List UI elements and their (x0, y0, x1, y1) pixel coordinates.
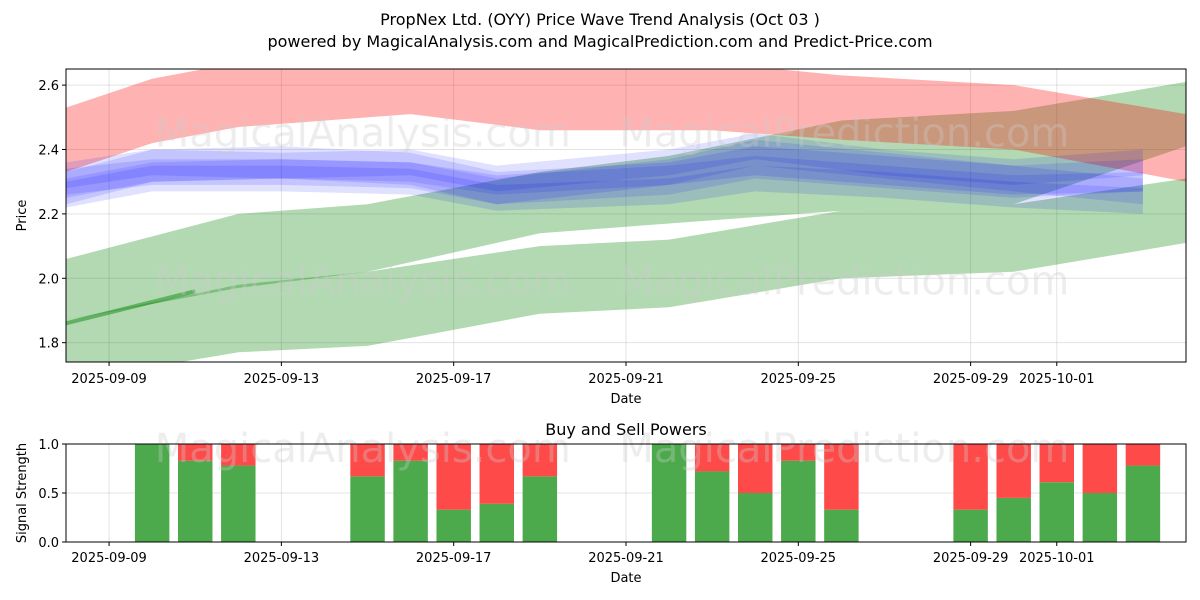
blue-wave-band (66, 133, 1143, 192)
sell-power-bar (1082, 444, 1118, 493)
signal-x-tick-label: 2025-09-21 (588, 551, 664, 566)
watermark-left: MagicalAnalysis.com (155, 258, 571, 304)
signal-chart-panel: Buy and Sell Powers MagicalAnalysis.com … (15, 420, 1187, 586)
sell-power-bar (350, 444, 385, 477)
signal-x-label: Date (610, 571, 641, 586)
buy-power-bar (781, 460, 816, 542)
sell-power-bar (436, 444, 471, 510)
price-x-tick-label: 2025-09-09 (71, 372, 147, 387)
price-x-tick-label: 2025-09-25 (761, 372, 837, 387)
sell-power-bar (522, 444, 558, 477)
price-y-tick-label: 2.4 (38, 143, 59, 158)
signal-y-tick-label: 0.0 (38, 536, 59, 551)
figure-title: PropNex Ltd. (OYY) Price Wave Trend Anal… (380, 10, 820, 29)
sell-power-bar (953, 444, 988, 510)
sell-power-bar (1039, 444, 1074, 483)
buy-power-bar (522, 476, 558, 542)
sell-power-bar (996, 444, 1031, 498)
signal-y-label: Signal Strength (15, 443, 30, 543)
price-y-tick-label: 2.6 (38, 79, 59, 94)
buy-power-bar (350, 476, 385, 542)
signal-y-tick-label: 1.0 (38, 438, 59, 453)
sell-power-bar (694, 444, 730, 472)
red-wave-band (66, 69, 1186, 182)
price-x-label: Date (610, 392, 641, 407)
buy-power-bar (1082, 493, 1118, 542)
green-wave-band (66, 81, 1186, 321)
price-y-tick-label: 2.2 (38, 208, 59, 223)
price-bands (66, 69, 1186, 362)
buy-power-bar (134, 444, 170, 542)
buy-power-bar (221, 465, 256, 542)
signal-x-tick-label: 2025-09-25 (761, 551, 837, 566)
buy-power-bar (1125, 465, 1161, 542)
sell-power-bar (738, 444, 773, 493)
watermark-left: MagicalAnalysis.com (155, 110, 571, 156)
signal-x-tick-label: 2025-09-29 (933, 551, 1009, 566)
signal-title: Buy and Sell Powers (545, 420, 707, 439)
sell-power-bar (221, 444, 256, 466)
sell-power-bar (393, 444, 428, 461)
price-chart-panel: MagicalAnalysis.com MagicalPrediction.co… (15, 68, 1187, 407)
sell-power-bar (479, 444, 514, 504)
buy-power-bar (953, 509, 988, 542)
signal-x-tick-label: 2025-10-01 (1019, 551, 1095, 566)
buy-power-bar (1039, 482, 1074, 542)
buy-power-bar (178, 460, 213, 542)
green-trend-line (66, 289, 196, 326)
buy-power-bar (651, 444, 687, 542)
signal-x-tick-label: 2025-09-17 (416, 551, 492, 566)
blue-wave-band (66, 155, 1143, 198)
signal-bars (134, 444, 1161, 542)
price-y-label: Price (15, 200, 30, 232)
signal-ticks: 2025-09-09 2025-09-13 2025-09-17 2025-09-21… (38, 438, 1094, 566)
buy-power-bar (393, 460, 428, 542)
blue-wave-band (66, 139, 1143, 205)
signal-x-tick-label: 2025-09-09 (71, 551, 147, 566)
sell-power-bar (178, 444, 213, 461)
price-watermarks: MagicalAnalysis.com MagicalPrediction.co… (155, 110, 1070, 304)
price-ticks: 2025-09-09 2025-09-13 2025-09-17 2025-09-21… (38, 79, 1094, 387)
signal-y-tick-label: 0.5 (38, 487, 59, 502)
price-x-tick-label: 2025-10-01 (1019, 372, 1095, 387)
buy-power-bar (824, 509, 859, 542)
price-y-tick-label: 2.0 (38, 272, 59, 287)
buy-power-bar (694, 471, 730, 542)
price-x-tick-label: 2025-09-17 (416, 372, 492, 387)
watermark-right: MagicalPrediction.com (619, 258, 1069, 304)
price-y-tick-label: 1.8 (38, 337, 59, 352)
price-grid (66, 69, 1186, 362)
sell-power-bar (1125, 444, 1161, 466)
buy-power-bar (996, 497, 1031, 542)
sell-power-bar (824, 444, 859, 510)
price-x-tick-label: 2025-09-29 (933, 372, 1009, 387)
figure-subtitle: powered by MagicalAnalysis.com and Magic… (267, 32, 932, 51)
watermark-left: MagicalAnalysis.com (155, 426, 571, 472)
watermark-right: MagicalPrediction.com (619, 110, 1069, 156)
signal-x-tick-label: 2025-09-13 (244, 551, 320, 566)
price-x-tick-label: 2025-09-21 (588, 372, 664, 387)
buy-power-bar (479, 503, 514, 542)
watermark-right: MagicalPrediction.com (619, 426, 1069, 472)
blue-wave-band (66, 146, 1143, 205)
blue-wave-band (66, 165, 1143, 214)
green-wave-band (66, 178, 1186, 362)
signal-watermarks: MagicalAnalysis.com MagicalPrediction.co… (155, 426, 1070, 472)
sell-power-bar (781, 444, 816, 461)
buy-power-bar (738, 493, 773, 542)
price-x-tick-label: 2025-09-13 (244, 372, 320, 387)
buy-power-bar (436, 509, 471, 542)
